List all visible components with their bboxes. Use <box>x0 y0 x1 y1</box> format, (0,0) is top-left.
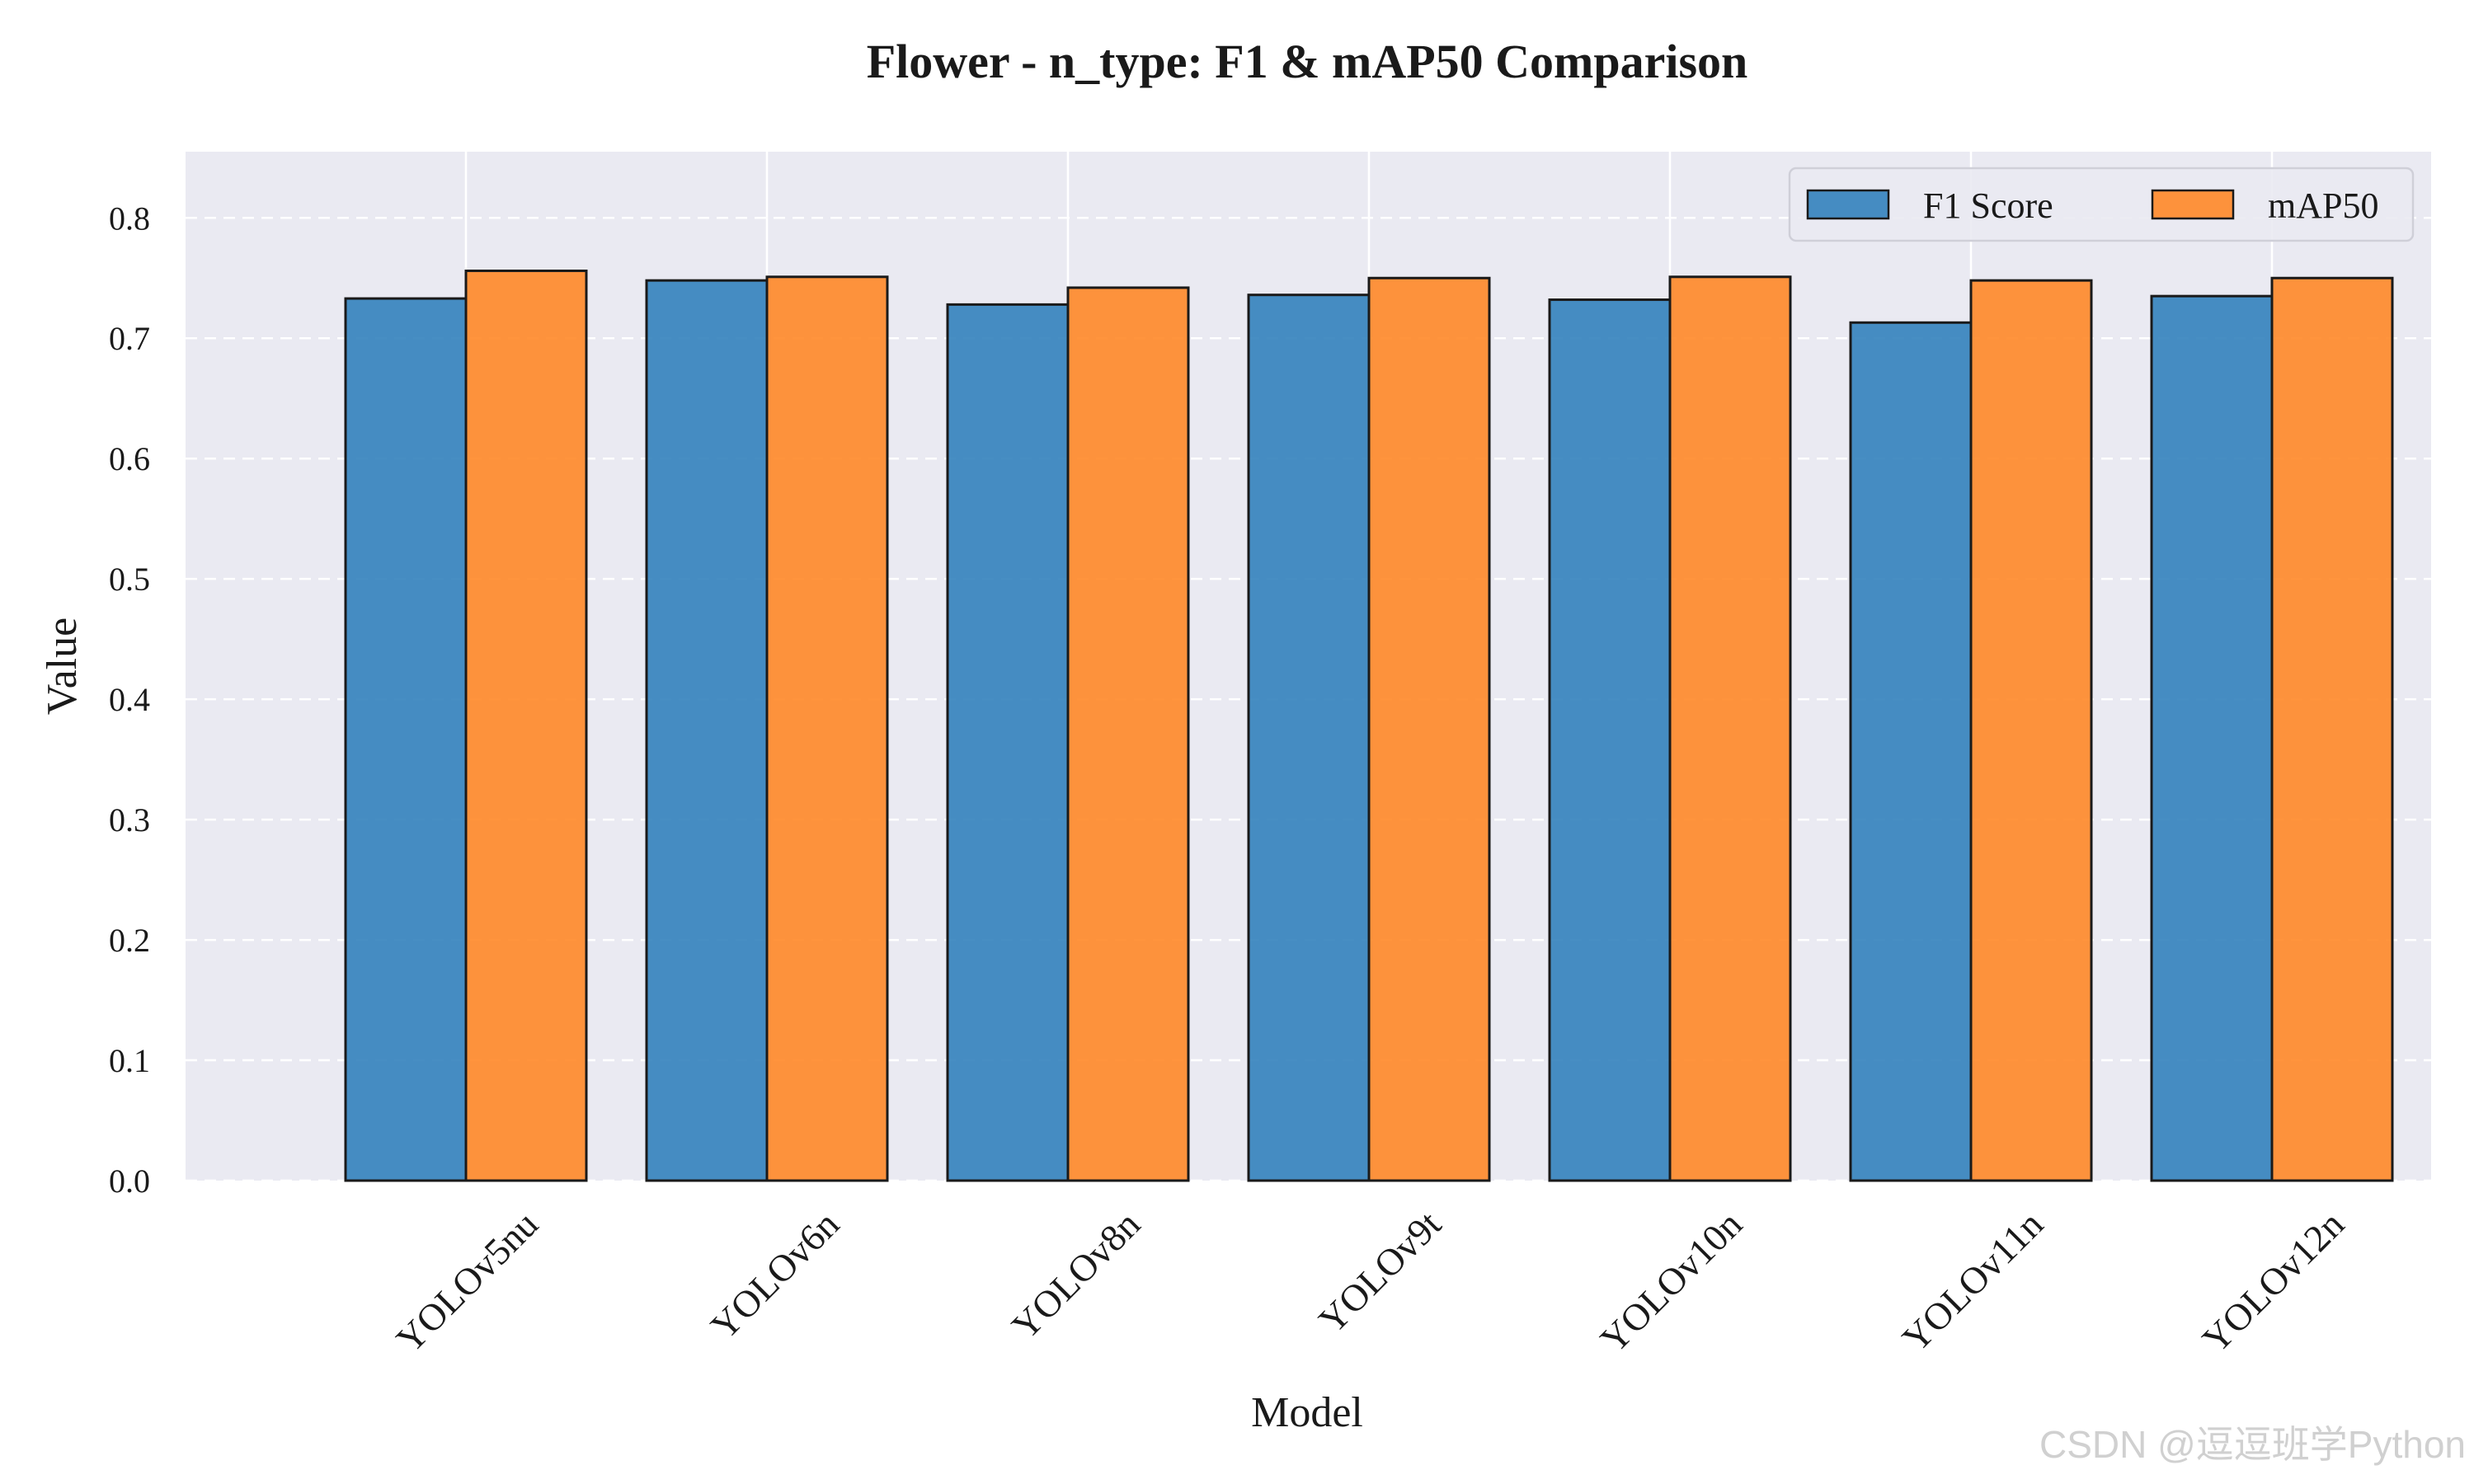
bar-f1-score <box>1548 298 1672 1182</box>
y-tick-label: 0.6 <box>109 440 150 477</box>
bar-f1-score <box>645 279 769 1182</box>
x-tick-label: YOLOv9t <box>1310 1203 1449 1341</box>
bars <box>344 270 2394 1182</box>
y-tick-label: 0.3 <box>109 801 150 838</box>
y-tick-label: 0.7 <box>109 320 150 357</box>
bar-f1-score <box>1247 294 1371 1182</box>
y-tick-labels: 0.0 0.1 0.2 0.3 0.4 0.5 0.6 0.7 0.8 <box>109 200 150 1200</box>
bar-f1-score <box>1849 321 1973 1182</box>
y-axis-label: Value <box>39 618 86 715</box>
y-tick-label: 0.0 <box>109 1162 150 1200</box>
x-tick-label: YOLOv11n <box>1894 1203 2051 1360</box>
bar-map50 <box>1668 275 1792 1182</box>
legend: F1 Score mAP50 <box>1788 167 2415 242</box>
x-tick-label: YOLOv8n <box>1004 1203 1148 1347</box>
watermark-text: CSDN @逗逗班学Python <box>2039 1423 2466 1466</box>
bar-f1-score <box>946 303 1070 1182</box>
bar-f1-score <box>344 297 468 1182</box>
x-tick-label: YOLOv6n <box>703 1203 847 1347</box>
bar-map50 <box>1367 276 1491 1182</box>
y-tick-label: 0.1 <box>109 1042 150 1079</box>
x-tick-label: YOLOv10n <box>1592 1203 1750 1360</box>
legend-label: F1 Score <box>1923 186 2053 226</box>
chart-title: Flower - n_type: F1 & mAP50 Comparison <box>867 35 1748 88</box>
y-tick-label: 0.4 <box>109 681 150 718</box>
bar-map50 <box>1066 286 1190 1182</box>
legend-swatch-f1-score <box>1806 189 1890 220</box>
x-tick-label: YOLOv5nu <box>388 1203 546 1360</box>
bar-map50 <box>1969 279 2093 1182</box>
bar-map50 <box>765 275 889 1182</box>
legend-label: mAP50 <box>2268 186 2378 226</box>
legend-swatch-map50 <box>2151 189 2235 220</box>
bar-map50 <box>2270 276 2394 1182</box>
legend-box <box>1788 167 2415 242</box>
y-tick-label: 0.8 <box>109 200 150 237</box>
x-tick-label: YOLOv12n <box>2194 1203 2352 1360</box>
bar-f1-score <box>2150 294 2274 1182</box>
bar-map50 <box>464 270 588 1182</box>
x-tick-labels: YOLOv5nu YOLOv6n YOLOv8n YOLOv9t YOLOv10n YOL… <box>388 1203 2352 1361</box>
y-tick-label: 0.2 <box>109 922 150 959</box>
x-axis-label: Model <box>1251 1389 1363 1436</box>
y-tick-label: 0.5 <box>109 561 150 598</box>
